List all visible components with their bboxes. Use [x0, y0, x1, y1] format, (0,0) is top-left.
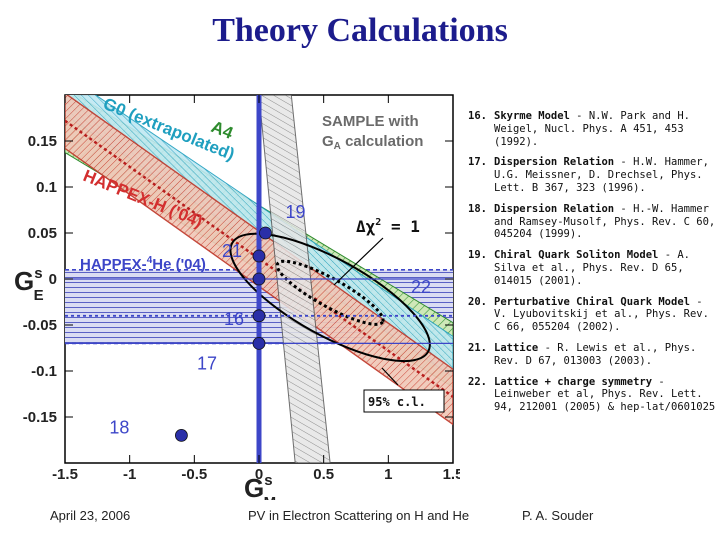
- axis-ticks: -1.5 -1 -0.5 0 0.5 1 1.5 0.15 0.1 0.05 0 -0.05 -0.1 -…: [23, 95, 460, 483]
- gs-e-vs-gs-m-plot: G0 (extrapolated) A4 HAPPEX-H ('04) SAMP…: [14, 94, 460, 500]
- x-tick-label: -1: [123, 466, 136, 483]
- cl95-label: 95% c.l.: [368, 395, 426, 409]
- reference-list: 16. Skyrme Model - N.W. Park and H. Weige…: [468, 110, 718, 422]
- sample-label-line2: GA calculation: [322, 133, 423, 152]
- theory-point-label: 17: [197, 353, 217, 373]
- theory-point-label: 21: [222, 241, 242, 261]
- reference-item: 19. Chiral Quark Soliton Model - A. Silva…: [468, 249, 690, 287]
- cl95-callout-line: [381, 367, 399, 386]
- x-tick-label: 1: [384, 466, 392, 483]
- theory-point-19: [259, 226, 272, 240]
- theory-point-16: [252, 309, 266, 323]
- theory-point-21: [252, 249, 266, 263]
- reference-item: 16. Skyrme Model - N.W. Park and H. Weige…: [468, 110, 690, 148]
- footer-date: April 23, 2006: [50, 508, 131, 523]
- theory-point-label: 18: [109, 417, 129, 437]
- ellipse-95-cl: [229, 232, 431, 363]
- x-tick-label: -1.5: [52, 466, 78, 483]
- x-tick-label: -0.5: [181, 466, 207, 483]
- theory-point-22: [252, 272, 266, 286]
- reference-item: 20. Perturbative Chiral Quark Model - V. …: [468, 295, 709, 334]
- y-tick-label: 0.15: [28, 133, 57, 150]
- cl95-label-box: [363, 389, 445, 413]
- x-tick-label: 0.5: [313, 466, 334, 483]
- delta-chi2-label: Δχ2 = 1: [356, 217, 420, 236]
- theory-point-17: [252, 336, 266, 350]
- ellipse-delta-chi2: [275, 259, 385, 326]
- slide-title: Theory Calculations: [212, 12, 508, 49]
- sample-label-line1: SAMPLE with: [322, 113, 419, 130]
- x-axis-label: GsM: [244, 472, 276, 500]
- theory-point-label: 16: [224, 309, 244, 329]
- reference-item: 17. Dispersion Relation - H.W. Hammer, U.…: [468, 156, 709, 194]
- reference-item: 21. Lattice - R. Lewis et al., Phys. Rev.…: [468, 341, 697, 367]
- y-axis-label: Gs E: [14, 265, 44, 304]
- y-tick-label: 0: [49, 271, 57, 288]
- happex-h-central-line: [65, 119, 453, 398]
- x-tick-label: 1.5: [443, 466, 460, 483]
- theory-points: 16 17 18 19 21 22: [109, 202, 431, 442]
- reference-item: 22. Lattice + charge symmetry - Leinweber…: [468, 375, 716, 414]
- theory-point-label: 22: [411, 277, 431, 297]
- x-tick-label: 0: [255, 466, 263, 483]
- footer-talk-title: PV in Electron Scattering on H and He: [248, 508, 470, 523]
- footer-author: P. A. Souder: [522, 508, 594, 523]
- reference-item: 18. Dispersion Relation - H.-W. Hammer an…: [468, 202, 716, 241]
- y-tick-label: -0.15: [23, 409, 57, 426]
- y-tick-label: -0.05: [23, 317, 57, 334]
- theory-point-label: 19: [285, 202, 305, 222]
- y-tick-label: 0.05: [28, 225, 57, 242]
- happex-he-band-label: HAPPEX-4He ('04): [80, 255, 206, 273]
- y-tick-label: -0.1: [31, 363, 57, 380]
- y-tick-label: 0.1: [36, 179, 57, 196]
- theory-point-18: [174, 428, 188, 442]
- chi2-callout-line: [333, 237, 384, 286]
